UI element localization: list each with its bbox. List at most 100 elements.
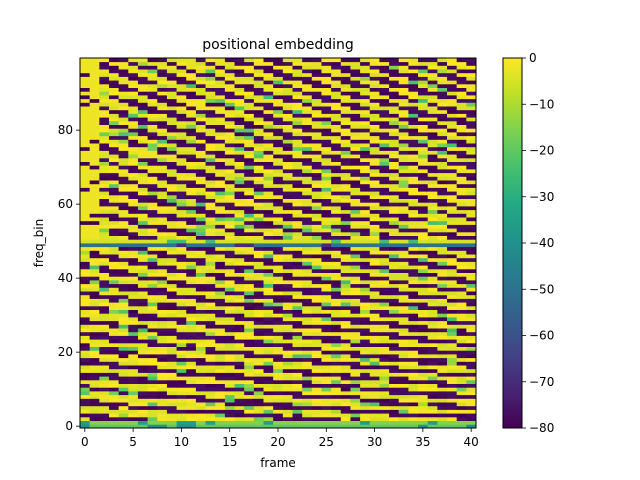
- heatmap-cell: [89, 135, 100, 140]
- heatmap-cell: [331, 109, 342, 114]
- heatmap-cell: [244, 365, 255, 370]
- heatmap-cell: [369, 146, 380, 151]
- heatmap-cell: [244, 280, 255, 285]
- heatmap-cell: [215, 220, 226, 225]
- heatmap-cell: [99, 376, 110, 381]
- heatmap-cell: [108, 135, 120, 140]
- chart-title: positional embedding: [202, 37, 354, 53]
- heatmap-cell: [466, 143, 477, 148]
- heatmap-cell: [147, 246, 158, 251]
- heatmap-cell: [89, 302, 100, 307]
- heatmap-cell: [186, 98, 197, 103]
- heatmap-cell: [466, 150, 477, 155]
- heatmap-cell: [331, 376, 342, 381]
- heatmap-cell: [311, 224, 322, 229]
- heatmap-cell: [389, 117, 400, 122]
- heatmap-cell: [157, 183, 168, 188]
- heatmap-cell: [186, 357, 197, 362]
- heatmap-cell: [244, 172, 255, 177]
- heatmap-cell: [234, 246, 245, 251]
- heatmap-cell: [292, 313, 303, 318]
- heatmap-cell: [389, 291, 400, 296]
- heatmap-cell: [321, 224, 332, 229]
- heatmap-cell: [253, 194, 264, 199]
- heatmap-cell: [128, 357, 139, 362]
- heatmap-cell: [311, 283, 322, 288]
- heatmap-cell: [331, 302, 342, 307]
- heatmap-cell: [427, 320, 438, 325]
- heatmap-cell: [331, 228, 342, 233]
- heatmap-cell: [321, 83, 332, 88]
- heatmap-cell: [128, 413, 139, 418]
- heatmap-cell: [205, 154, 216, 159]
- heatmap-cell: [350, 224, 361, 229]
- heatmap-cell: [466, 146, 477, 151]
- heatmap-cell: [224, 287, 235, 292]
- heatmap-cell: [398, 409, 409, 414]
- heatmap-cell: [244, 361, 255, 366]
- heatmap-cell: [166, 65, 177, 70]
- heatmap-cell: [340, 213, 351, 218]
- heatmap-cell: [292, 91, 303, 96]
- heatmap-cell: [89, 405, 100, 410]
- heatmap-cell: [80, 239, 91, 244]
- heatmap-cell: [456, 150, 467, 155]
- heatmap-cell: [389, 150, 400, 155]
- heatmap-cell: [360, 235, 371, 240]
- heatmap-cell: [273, 317, 284, 322]
- heatmap-cell: [437, 354, 448, 359]
- heatmap-cell: [292, 213, 303, 218]
- heatmap-cell: [273, 231, 284, 236]
- heatmap-cell: [360, 169, 371, 174]
- heatmap-cell: [205, 176, 216, 181]
- heatmap-cell: [369, 165, 380, 170]
- heatmap-cell: [186, 265, 197, 270]
- heatmap-cell: [89, 294, 100, 299]
- heatmap-cell: [302, 143, 313, 148]
- heatmap-cell: [89, 191, 100, 196]
- heatmap-cell: [398, 261, 409, 266]
- heatmap-cell: [205, 220, 216, 225]
- heatmap-cell: [408, 268, 419, 273]
- heatmap-cell: [379, 379, 390, 384]
- heatmap-cell: [379, 361, 390, 366]
- heatmap-cell: [398, 209, 409, 214]
- heatmap-cell: [186, 124, 197, 129]
- heatmap-cell: [176, 154, 187, 159]
- heatmap-cell: [244, 98, 255, 103]
- heatmap-cell: [215, 146, 226, 151]
- heatmap-cell: [234, 191, 245, 196]
- heatmap-cell: [224, 117, 235, 122]
- heatmap-cell: [466, 280, 477, 285]
- heatmap-cell: [437, 317, 448, 322]
- heatmap-cell: [99, 405, 110, 410]
- heatmap-cell: [137, 169, 149, 174]
- heatmap-cell: [389, 228, 400, 233]
- heatmap-cell: [340, 187, 351, 192]
- heatmap-cell: [224, 354, 235, 359]
- heatmap-cell: [369, 91, 380, 96]
- heatmap-cell: [311, 372, 322, 377]
- heatmap-cell: [331, 365, 342, 370]
- heatmap-cell: [108, 280, 120, 285]
- heatmap-cell: [292, 280, 303, 285]
- heatmap-cell: [282, 183, 293, 188]
- heatmap-cell: [389, 313, 400, 318]
- heatmap-cell: [263, 113, 274, 118]
- heatmap-cell: [456, 239, 467, 244]
- heatmap-cell: [166, 320, 177, 325]
- heatmap-cell: [137, 409, 149, 414]
- heatmap-cell: [215, 246, 226, 251]
- heatmap-cell: [331, 150, 342, 155]
- heatmap-cell: [466, 398, 477, 403]
- heatmap-cell: [379, 135, 390, 140]
- heatmap-cell: [253, 254, 264, 259]
- heatmap-cell: [166, 394, 177, 399]
- colorbar-tick-label: −10: [529, 97, 554, 111]
- heatmap-cell: [234, 254, 245, 259]
- heatmap-cell: [282, 379, 293, 384]
- heatmap-cell: [427, 187, 438, 192]
- heatmap-cell: [273, 328, 284, 333]
- heatmap-cell: [456, 350, 467, 355]
- heatmap-cell: [253, 339, 264, 344]
